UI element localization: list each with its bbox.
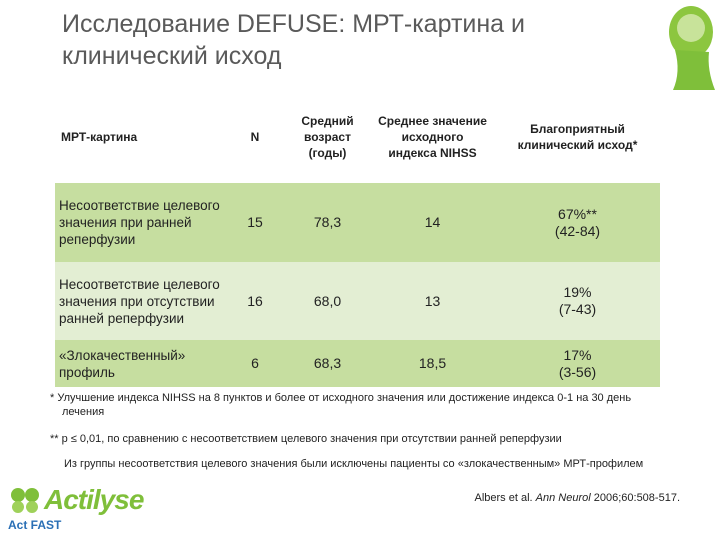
row-label: «Злокачественный» профиль [55, 340, 225, 387]
outcome-value: 67%** [558, 205, 597, 222]
cell: 15 [225, 183, 285, 262]
column-header: МРТ-картина [61, 129, 138, 144]
outcome-range: (3-56) [558, 363, 597, 380]
outcome-cell: 19% (7-43) [495, 262, 660, 340]
cell: 6 [225, 340, 285, 387]
outcome-range: (42-84) [554, 222, 601, 239]
data-table: МРТ-картина N Средний возраст (годы) Средне… [55, 90, 660, 387]
outcome-value: 19% [563, 284, 592, 300]
footnote: * Улучшение индекса NIHSS на 8 пунктов и… [50, 392, 632, 418]
outcome-cell: 67%** (42-84) [495, 183, 660, 262]
citation: Albers et al. Ann Neurol 2006;60:508-517… [474, 492, 680, 504]
footnote: ** p ≤ 0,01, по сравнению с несоответств… [50, 433, 562, 445]
citation-ref: 2006;60:508-517. [593, 492, 680, 504]
cell: 16 [225, 262, 285, 340]
slide-title: Исследование DEFUSE: МРТ-картина и клини… [62, 10, 525, 70]
cell: 78,3 [285, 183, 370, 262]
cell: 14 [370, 183, 495, 262]
column-header: Среднее значение исходного индекса NIHSS [378, 113, 487, 160]
citation-authors: Albers et al. [474, 492, 533, 504]
table-body: Несоответствие целевого значения при ран… [55, 183, 660, 387]
header-row: МРТ-картина N Средний возраст (годы) Средне… [55, 90, 660, 183]
outcome-value: 17% [563, 346, 592, 363]
citation-journal: Ann Neurol [535, 492, 591, 504]
head-icon [669, 6, 715, 90]
cell: 68,0 [285, 262, 370, 340]
column-header: Благоприятный клинический исход* [517, 121, 638, 152]
table-row: Несоответствие целевого значения при отс… [55, 262, 660, 340]
row-label: Несоответствие целевого значения при отс… [55, 262, 225, 340]
cell: 13 [370, 262, 495, 340]
outcome-range: (7-43) [558, 301, 597, 317]
row-label: Несоответствие целевого значения при ран… [55, 183, 225, 262]
logo-slogan: Act FAST [8, 518, 62, 532]
table-row: Несоответствие целевого значения при ран… [55, 183, 660, 262]
logo-icon [11, 488, 39, 513]
cell: 68,3 [285, 340, 370, 387]
outcome-cell: 17% (3-56) [495, 340, 660, 387]
column-header: Средний возраст (годы) [301, 113, 354, 160]
footnote: Из группы несоответствия целевого значен… [64, 458, 644, 470]
table-row: «Злокачественный» профиль 6 68,3 18,5 17% (3-… [55, 340, 660, 387]
column-header: N [250, 129, 260, 144]
logo-brand: Actilyse [44, 484, 144, 515]
cell: 18,5 [370, 340, 495, 387]
